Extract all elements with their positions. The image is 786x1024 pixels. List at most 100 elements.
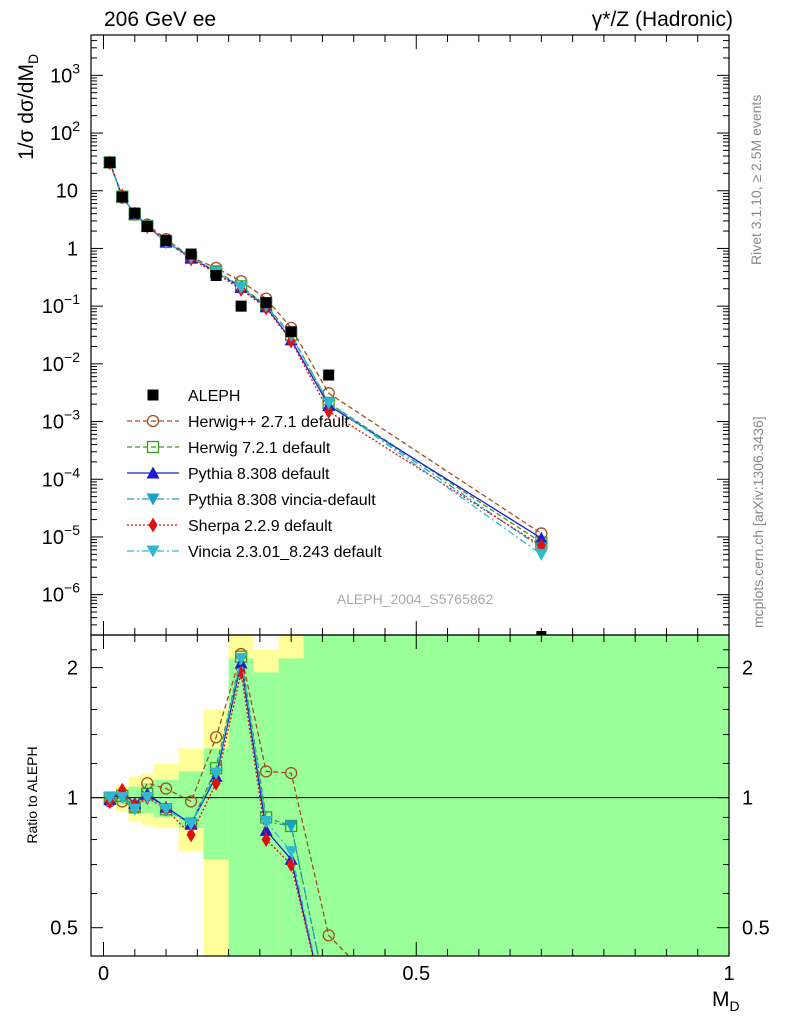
header-right: γ*/Z (Hadronic) bbox=[592, 8, 733, 31]
main-line-herwig7 bbox=[109, 162, 542, 544]
ratio-point-herwigpp-4 bbox=[159, 782, 173, 795]
main-line-pythia_vincia bbox=[109, 162, 542, 549]
main-ytick-label-1: 102 bbox=[50, 118, 80, 145]
main-ytick-exponent-8: −5 bbox=[64, 522, 80, 538]
ratio-series bbox=[103, 647, 350, 956]
data-point-4 bbox=[160, 234, 172, 246]
main-point-vincia-11 bbox=[534, 548, 548, 561]
main-ytick-label-0: 103 bbox=[50, 60, 80, 87]
ratio-frame bbox=[90, 634, 730, 957]
ratio-point-pythia-8 bbox=[259, 823, 273, 836]
xtick-label-0: 0 bbox=[98, 963, 109, 985]
data-point-6 bbox=[210, 269, 222, 281]
main-ytick-mantissa-4: 10 bbox=[42, 296, 64, 318]
legend-label-1: Herwig++ 2.7.1 default bbox=[188, 414, 350, 431]
ratio-ytick-label-0: 0.5 bbox=[50, 918, 78, 940]
ratio-point-vincia-8 bbox=[259, 816, 273, 829]
legend-marker-4 bbox=[146, 493, 160, 506]
ratio-ytick-label-2: 2 bbox=[67, 658, 78, 680]
legend-item-1: Herwig++ 2.7.1 default bbox=[127, 414, 350, 431]
main-point-sherpa-10 bbox=[324, 403, 334, 419]
legend-marker-1 bbox=[146, 414, 160, 428]
main-line-herwigpp bbox=[109, 162, 542, 535]
xtick-label-2: 1 bbox=[723, 963, 734, 985]
main-ytick-exponent-7: −4 bbox=[64, 464, 80, 480]
ratio-point-vincia-6 bbox=[209, 767, 223, 780]
main-ytick-exponent-9: −6 bbox=[64, 580, 80, 596]
data-point-1 bbox=[116, 191, 128, 203]
main-ytick-exponent-6: −3 bbox=[64, 407, 80, 423]
main-series bbox=[103, 155, 548, 635]
legend: ALEPH Herwig++ 2.7.1 default Herwig 7.2.1 … bbox=[127, 388, 382, 561]
ratio-point-vincia-4 bbox=[159, 803, 173, 816]
ratio-ytick-label-1: 1 bbox=[67, 788, 78, 810]
x-axis-label-main: M bbox=[712, 988, 730, 1011]
main-line-sherpa bbox=[109, 162, 542, 547]
band-green-9 bbox=[278, 658, 304, 956]
ratio-point-vincia-2 bbox=[128, 803, 142, 816]
main-y-label-sub: D bbox=[25, 54, 41, 64]
ratio-point-vincia-7 bbox=[234, 652, 248, 665]
header-left: 206 GeV ee bbox=[104, 8, 216, 31]
legend-label-5: Sherpa 2.2.9 default bbox=[188, 518, 333, 535]
main-ytick-label-6: 10−3 bbox=[42, 407, 80, 434]
ratio-point-herwigpp-8 bbox=[259, 765, 273, 778]
legend-item-5: Sherpa 2.2.9 default bbox=[127, 517, 333, 535]
main-frame bbox=[90, 34, 730, 636]
legend-label-3: Pythia 8.308 default bbox=[188, 466, 330, 483]
main-ytick-mantissa-9: 10 bbox=[42, 585, 64, 607]
legend-item-6: Vincia 2.3.01_8.243 default bbox=[127, 544, 382, 561]
main-ytick-mantissa-1: 10 bbox=[50, 123, 72, 145]
ratio-point-vincia-5 bbox=[184, 818, 198, 831]
main-ytick-exponent-5: −2 bbox=[64, 349, 80, 365]
data-point-3 bbox=[141, 221, 153, 233]
main-ytick-label-7: 10−4 bbox=[42, 464, 80, 491]
band-green-10 bbox=[303, 635, 729, 956]
main-point-vincia-7 bbox=[234, 282, 248, 295]
main-ytick-mantissa-8: 10 bbox=[42, 527, 64, 549]
data-point-10 bbox=[323, 369, 335, 381]
mcplots-label: mcplots.cern.ch [arXiv:1306.3436] bbox=[750, 416, 766, 628]
ratio-bands bbox=[103, 635, 729, 956]
ratio-point-vincia-9 bbox=[284, 846, 298, 859]
main-ytick-label-3: 1 bbox=[67, 238, 78, 260]
main-y-label: 1/σ dσ/dMD bbox=[15, 54, 41, 160]
main-y-label-main: 1/σ dσ/dM bbox=[15, 64, 38, 160]
ratio-point-herwigpp-6 bbox=[209, 731, 223, 744]
ratio-point-herwigpp-9 bbox=[285, 766, 298, 780]
data-point-5 bbox=[185, 248, 197, 260]
main-line-vincia bbox=[109, 162, 542, 555]
analysis-watermark: ALEPH_2004_S5765862 bbox=[337, 591, 494, 607]
ratio-point-herwigpp-5 bbox=[184, 795, 198, 808]
main-ytick-exponent-0: 3 bbox=[72, 60, 80, 76]
main-ytick-label-5: 10−2 bbox=[42, 349, 80, 376]
ratio-ytick-label-right-0: 0.5 bbox=[742, 918, 770, 940]
main-ytick-exponent-4: −1 bbox=[64, 291, 80, 307]
ratio-point-vincia-1 bbox=[115, 792, 129, 805]
ratio-point-vincia-3 bbox=[140, 792, 154, 805]
data-point-9 bbox=[285, 326, 297, 338]
ratio-ytick-label-right-2: 2 bbox=[742, 658, 753, 680]
main-point-pythia-11 bbox=[534, 531, 548, 544]
legend-label-0: ALEPH bbox=[188, 388, 240, 405]
band-green-6 bbox=[203, 748, 229, 860]
main-ytick-label-4: 10−1 bbox=[42, 291, 80, 318]
main-ytick-mantissa-0: 10 bbox=[50, 65, 72, 87]
xtick-label-1: 0.5 bbox=[402, 963, 430, 985]
main-ytick-mantissa-7: 10 bbox=[42, 469, 64, 491]
ratio-point-vincia-0 bbox=[103, 792, 117, 805]
legend-item-3: Pythia 8.308 default bbox=[127, 466, 330, 483]
ratio-ytick-label-right-1: 1 bbox=[742, 788, 753, 810]
main-ytick-label-2: 10 bbox=[56, 181, 78, 203]
main-ytick-mantissa-2: 10 bbox=[56, 181, 78, 203]
legend-item-4: Pythia 8.308 vincia-default bbox=[127, 492, 376, 509]
ratio-point-herwigpp-10 bbox=[322, 929, 335, 942]
x-axis-label-sub: D bbox=[730, 998, 740, 1014]
legend-marker-5 bbox=[148, 517, 158, 533]
main-ytick-mantissa-3: 1 bbox=[67, 238, 78, 260]
ratio-point-sherpa-6 bbox=[211, 775, 221, 791]
main-ytick-label-8: 10−5 bbox=[42, 522, 80, 549]
x-axis-label: MD bbox=[712, 988, 740, 1014]
